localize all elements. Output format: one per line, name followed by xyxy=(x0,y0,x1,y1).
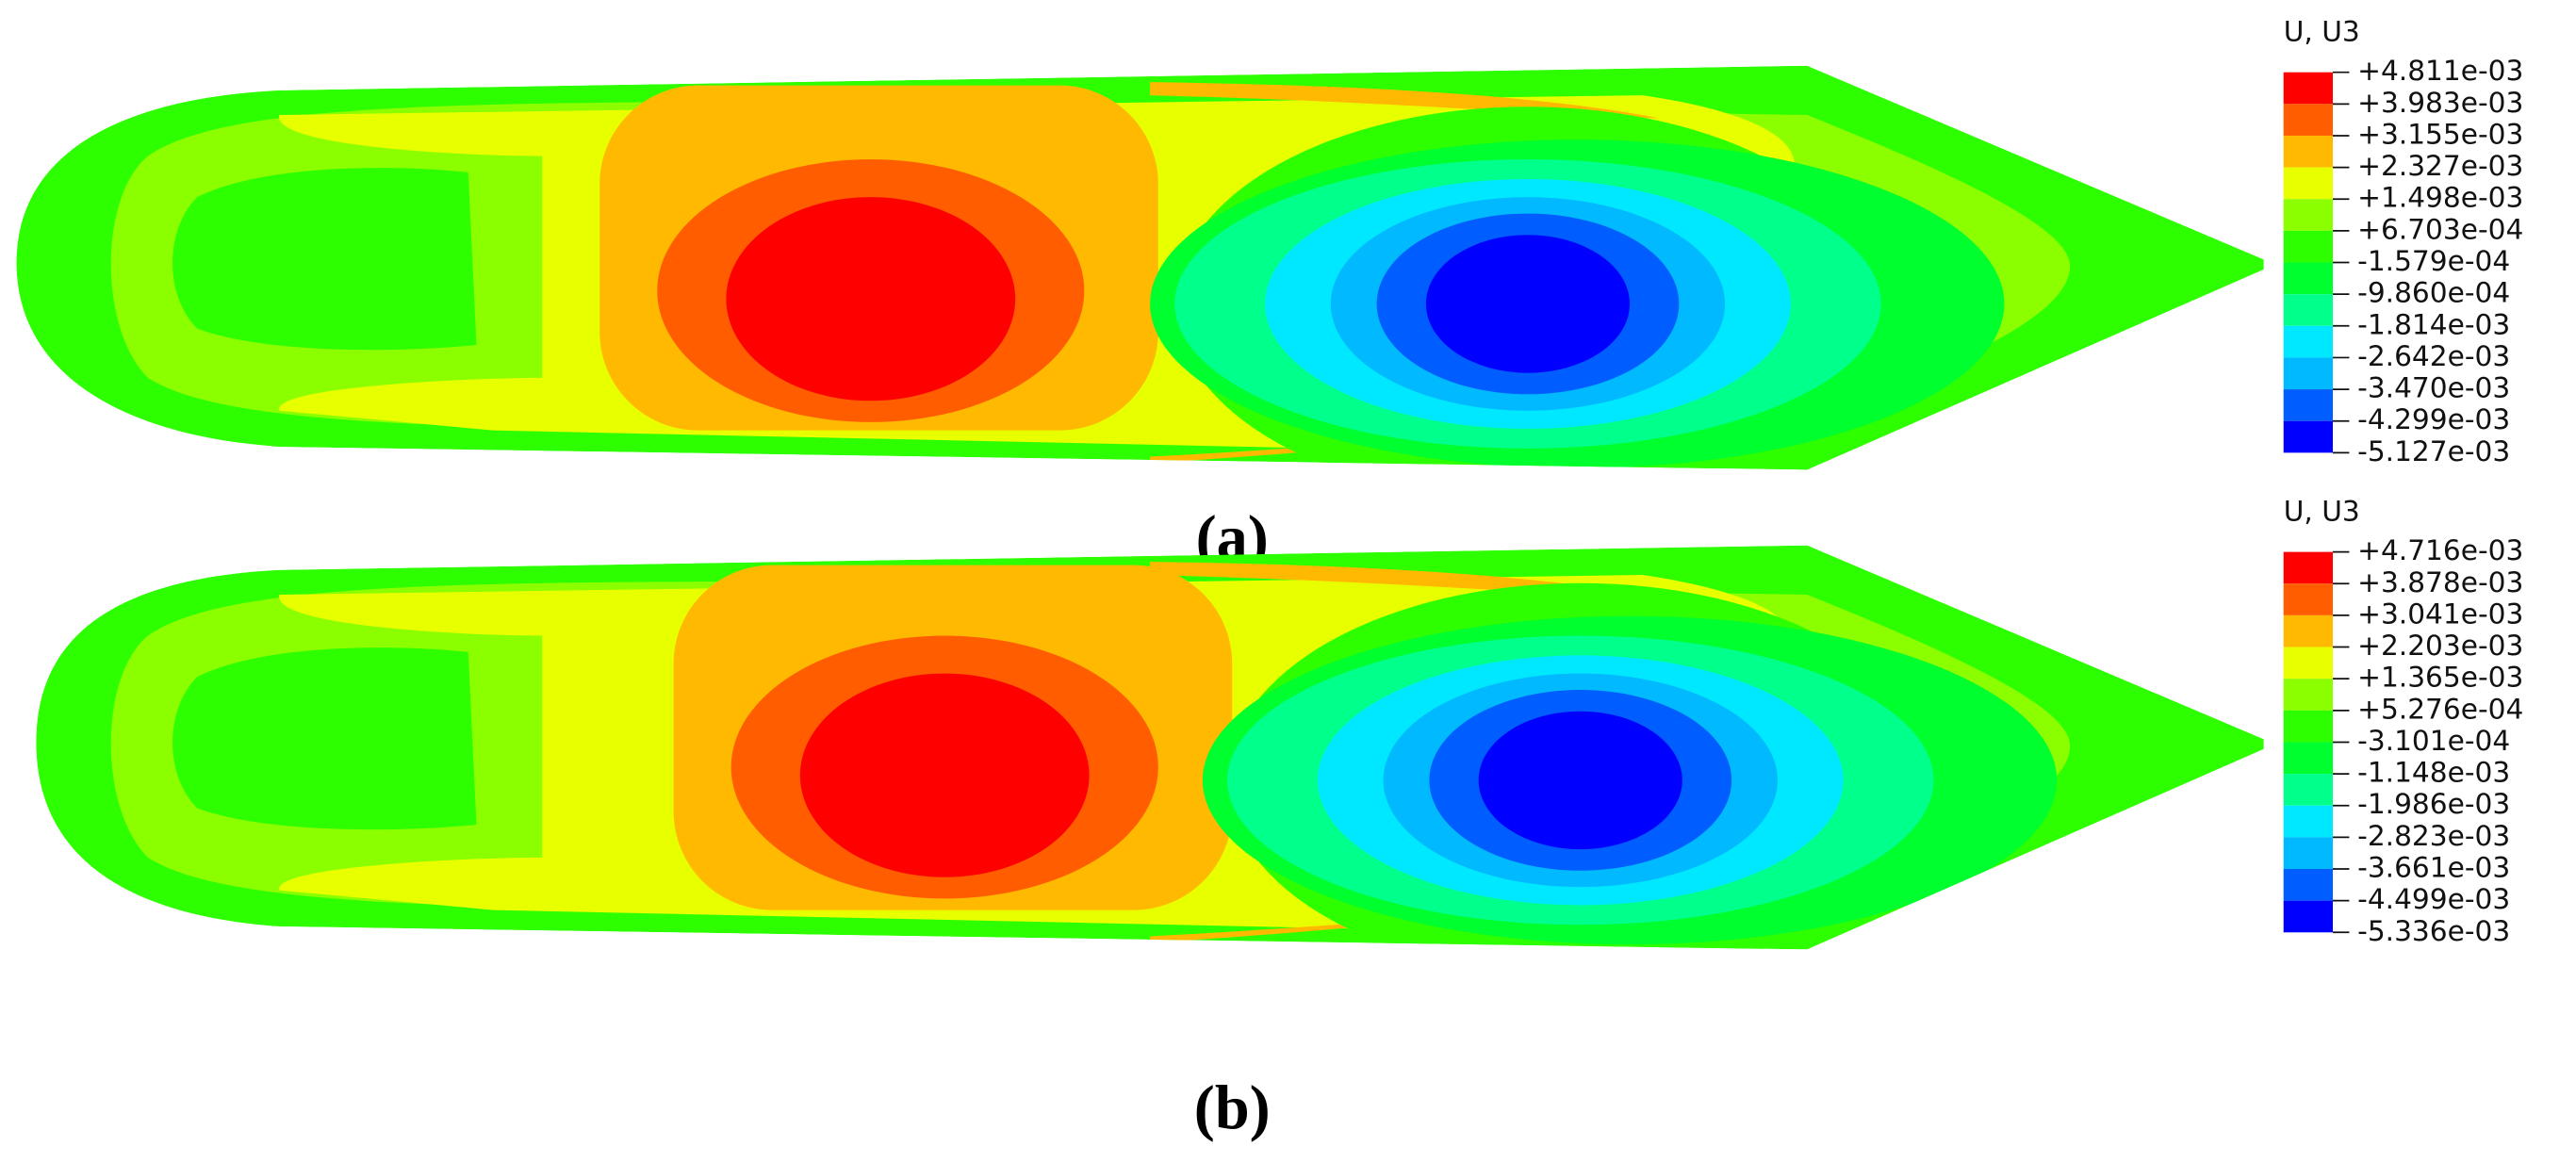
legend-label: +1.365e-03 xyxy=(2357,662,2523,694)
contour-panel: U, U3 +4.716e-03+3.878e-03+3.041e-03+2.20… xyxy=(36,495,2523,1142)
legend-swatch xyxy=(2283,294,2334,326)
legend-label: -9.860e-04 xyxy=(2357,277,2510,309)
legend-label: -3.661e-03 xyxy=(2357,852,2510,884)
legend-label: -3.470e-03 xyxy=(2357,372,2510,404)
legend-label: +5.276e-04 xyxy=(2357,693,2523,725)
legend-label: -4.499e-03 xyxy=(2357,883,2510,915)
legend-swatch xyxy=(2283,199,2334,231)
legend-label: -2.823e-03 xyxy=(2357,820,2510,852)
legend-label: -3.101e-04 xyxy=(2357,725,2510,757)
legend-label: -4.299e-03 xyxy=(2357,403,2510,435)
legend-swatch xyxy=(2283,774,2334,806)
legend-swatch xyxy=(2283,420,2334,453)
legend-label: -1.814e-03 xyxy=(2357,308,2510,340)
legend-label: +3.155e-03 xyxy=(2357,118,2523,150)
legend-swatch xyxy=(2283,135,2334,168)
band xyxy=(172,647,477,830)
legend-swatch xyxy=(2283,262,2334,295)
contour-panel: U, U3 +4.811e-03+3.983e-03+3.155e-03+2.32… xyxy=(16,15,2523,573)
legend-label: +3.983e-03 xyxy=(2357,87,2523,119)
band xyxy=(1478,711,1682,850)
band xyxy=(1150,887,1676,943)
legend-swatch xyxy=(2283,72,2334,105)
legend-swatch xyxy=(2283,167,2334,200)
legend-label: +6.703e-04 xyxy=(2357,213,2523,245)
legend-label: +1.498e-03 xyxy=(2357,182,2523,214)
legend-title: U, U3 xyxy=(2284,15,2360,47)
legend-label: -5.336e-03 xyxy=(2357,915,2510,947)
legend-swatch xyxy=(2283,647,2334,680)
legend-label: +4.716e-03 xyxy=(2357,534,2523,566)
band xyxy=(726,197,1016,401)
band xyxy=(799,673,1090,877)
legend-label: +3.878e-03 xyxy=(2357,566,2523,598)
band xyxy=(1425,235,1631,373)
legend-swatch xyxy=(2283,679,2334,711)
band xyxy=(172,168,477,351)
hull-field xyxy=(36,545,2264,950)
legend-swatch xyxy=(2283,104,2334,136)
legend-label: +2.203e-03 xyxy=(2357,630,2523,662)
legend-swatch xyxy=(2283,614,2334,647)
band xyxy=(1150,407,1676,464)
legend-label: -1.579e-04 xyxy=(2357,245,2510,277)
legend-swatch xyxy=(2283,710,2334,743)
legend-swatch xyxy=(2283,325,2334,358)
legend-label: -1.148e-03 xyxy=(2357,757,2510,789)
legend-label: -1.986e-03 xyxy=(2357,788,2510,820)
legend-swatch xyxy=(2283,869,2334,901)
legend-label: +3.041e-03 xyxy=(2357,598,2523,630)
legend-label: -5.127e-03 xyxy=(2357,435,2510,467)
legend-swatch xyxy=(2283,583,2334,615)
legend-swatch xyxy=(2283,837,2334,870)
legend-swatch xyxy=(2283,357,2334,390)
legend-swatch xyxy=(2283,805,2334,838)
hull-field xyxy=(16,65,2264,470)
caption: (b) xyxy=(1194,1073,1271,1142)
legend-swatch xyxy=(2283,389,2334,421)
legend-swatch xyxy=(2283,230,2334,263)
legend-swatch xyxy=(2283,551,2334,584)
legend-label: +4.811e-03 xyxy=(2357,55,2523,87)
legend-title: U, U3 xyxy=(2284,495,2360,527)
legend-label: +2.327e-03 xyxy=(2357,150,2523,182)
legend-swatch xyxy=(2283,900,2334,933)
legend-swatch xyxy=(2283,742,2334,775)
legend-label: -2.642e-03 xyxy=(2357,340,2510,372)
